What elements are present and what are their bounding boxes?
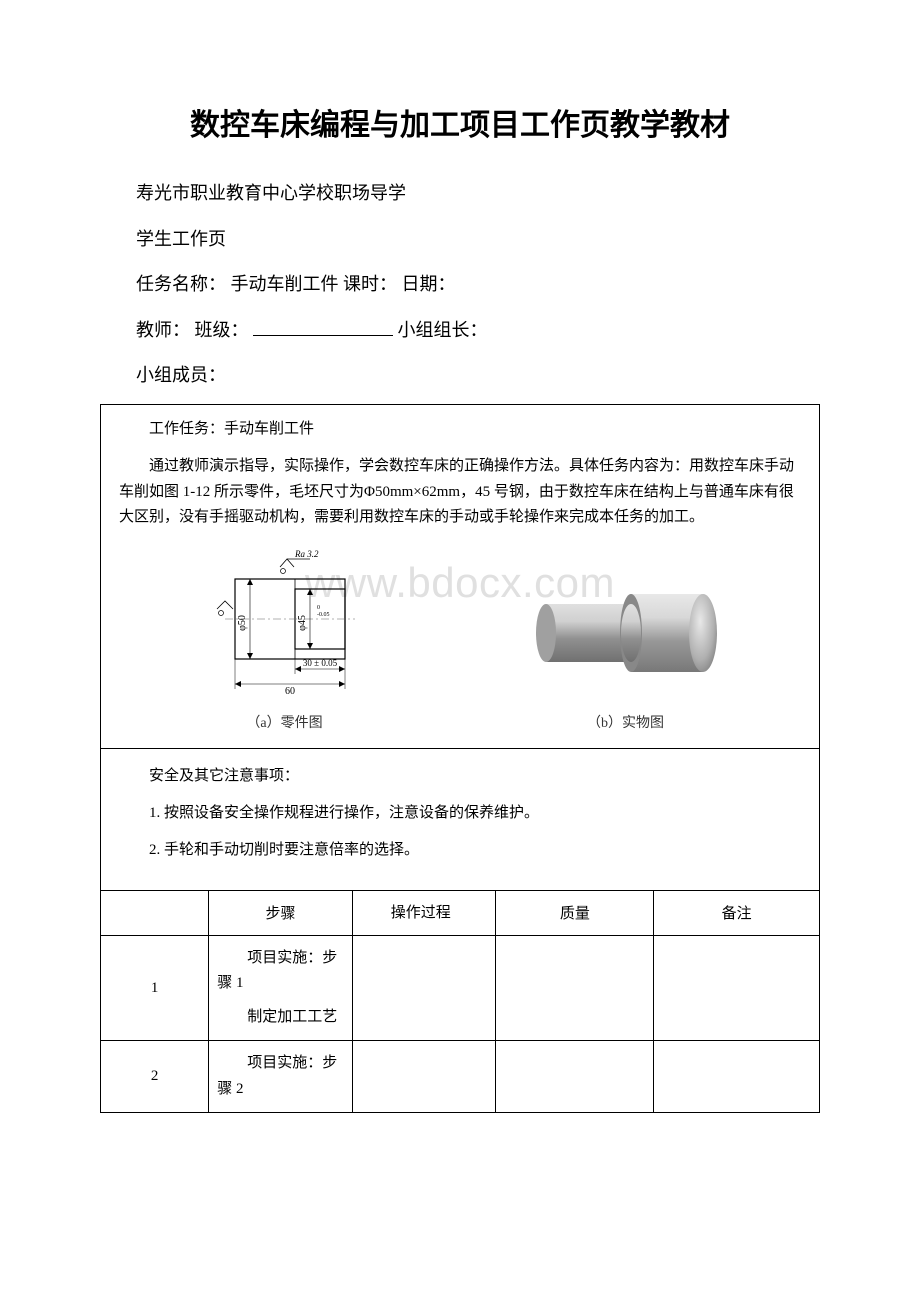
class-label: 班级： [195, 320, 249, 340]
table-header-row: 步骤 操作过程 质量 备注 [101, 891, 819, 936]
main-box: 工作任务：手动车削工件 通过教师演示指导，实际操作，学会数控车床的正确操作方法。… [100, 404, 820, 1114]
table-row: 2 项目实施：步骤 2 [101, 1041, 819, 1113]
row2-step: 项目实施：步骤 2 [209, 1041, 353, 1113]
row1-step: 项目实施：步骤 1 制定加工工艺 [209, 935, 353, 1041]
safety-section: 安全及其它注意事项： 1. 按照设备安全操作规程进行操作，注意设备的保养维护。 … [101, 749, 819, 891]
figure-a-caption: （a）零件图 [175, 712, 395, 732]
teacher-label: 教师： [136, 320, 190, 340]
dim-60: 60 [285, 686, 295, 697]
school-line: 寿光市职业教育中心学校职场导学 [100, 174, 820, 214]
teacher-line: 教师： 班级： 小组组长： [100, 311, 820, 351]
row1-idx: 1 [101, 935, 209, 1041]
task-name-line: 任务名称： 手动车削工件 课时： 日期： [100, 265, 820, 305]
steps-table: 步骤 操作过程 质量 备注 1 项目实施：步骤 1 制定加工工艺 2 项目实施：… [101, 891, 819, 1113]
task-title: 工作任务：手动车削工件 [119, 417, 801, 443]
page-title: 数控车床编程与加工项目工作页教学教材 [100, 100, 820, 144]
ra-label: Ra 3.2 [294, 549, 319, 559]
row2-idx: 2 [101, 1041, 209, 1113]
leader-label: 小组组长： [398, 320, 488, 340]
part-render-svg [506, 569, 746, 699]
dim-phi45-tol: 0 [317, 605, 320, 611]
dim-phi45: φ45 [297, 615, 308, 631]
figure-b: （b）实物图 [506, 569, 746, 732]
safety-heading: 安全及其它注意事项： [119, 763, 801, 790]
table-row: 1 项目实施：步骤 1 制定加工工艺 [101, 935, 819, 1041]
task-name-value: 手动车削工件 [231, 274, 339, 294]
figure-a: φ50 φ45 0 -0.05 30 ± 0.05 [175, 549, 395, 732]
class-underline [253, 318, 393, 336]
hdr-process: 操作过程 [352, 891, 496, 936]
task-description: 通过教师演示指导，实际操作，学会数控车床的正确操作方法。具体任务内容为：用数控车… [119, 454, 801, 531]
ra-symbol: Ra 3.2 [280, 549, 319, 574]
hdr-quality: 质量 [496, 891, 654, 936]
figure-b-caption: （b）实物图 [506, 712, 746, 732]
hdr-note: 备注 [654, 891, 819, 936]
part-drawing-svg: φ50 φ45 0 -0.05 30 ± 0.05 [175, 549, 395, 699]
dim-phi45-tol2: -0.05 [317, 612, 330, 618]
dim-phi50: φ50 [237, 615, 248, 631]
task-section: 工作任务：手动车削工件 通过教师演示指导，实际操作，学会数控车床的正确操作方法。… [101, 405, 819, 749]
left-symbol [217, 601, 233, 616]
safety-item-2: 2. 手轮和手动切削时要注意倍率的选择。 [119, 837, 801, 864]
safety-item-1: 1. 按照设备安全操作规程进行操作，注意设备的保养维护。 [119, 800, 801, 827]
hours-label: 课时： [343, 274, 397, 294]
hdr-step: 步骤 [209, 891, 353, 936]
members-line: 小组成员： [100, 356, 820, 396]
worksheet-line: 学生工作页 [100, 220, 820, 260]
task-name-label: 任务名称： [136, 274, 226, 294]
dim-30: 30 ± 0.05 [302, 658, 337, 668]
date-label: 日期： [402, 274, 456, 294]
figures-row: www.bdocx.com φ50 [119, 549, 801, 732]
